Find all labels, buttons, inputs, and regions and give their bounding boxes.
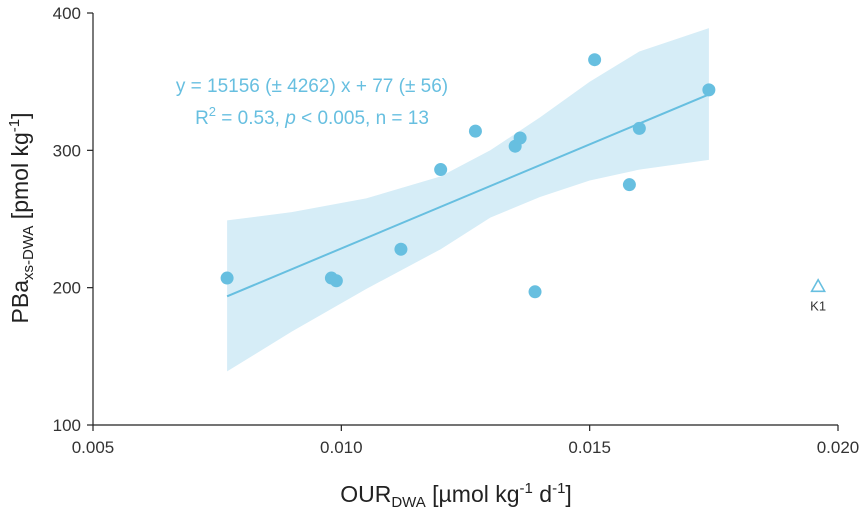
- r-squared-sup: 2: [209, 104, 216, 119]
- stats-part-a: = 0.53,: [216, 108, 285, 129]
- x-title-sup1: -1: [520, 480, 533, 497]
- regression-equation: y = 15156 (± 4262) x + 77 (± 56): [176, 76, 448, 97]
- regression-stats: R2 = 0.53, p < 0.005, n = 13: [195, 104, 429, 129]
- axes: 0.005 0.010 0.015 0.020 100 200 300 400: [53, 4, 860, 457]
- outlier-k1-marker: [810, 278, 827, 293]
- x-title-sup2: -1: [552, 480, 565, 497]
- r-squared-label: R: [195, 108, 209, 129]
- x-title-sub: DWA: [391, 494, 425, 511]
- data-point-6: [468, 124, 482, 138]
- outlier-k1-label: K1: [810, 298, 826, 313]
- y-title-end: ]: [7, 113, 33, 119]
- y-tick-label-4: 400: [53, 4, 81, 23]
- data-point-3: [329, 274, 343, 288]
- y-title-sup: -1: [6, 119, 23, 132]
- x-title-mid: d: [533, 481, 552, 507]
- fit-line-layer: [226, 93, 710, 298]
- stats-part-b: < 0.005, n = 13: [296, 108, 429, 129]
- y-axis-title: PBaxs-DWA [pmol kg-1]: [6, 113, 37, 324]
- regression-line: [226, 93, 710, 298]
- data-point-11: [622, 178, 636, 192]
- y-title-main: PBa: [7, 280, 33, 324]
- x-tick-label-1: 0.005: [72, 438, 115, 457]
- p-symbol: p: [284, 108, 296, 129]
- confidence-band-layer: [227, 28, 709, 372]
- data-point-4: [394, 242, 408, 256]
- x-title-end: ]: [565, 481, 571, 507]
- x-title-main: OUR: [340, 481, 391, 507]
- confidence-band: [227, 28, 709, 372]
- data-point-8: [513, 131, 527, 145]
- data-points-layer: K1: [220, 53, 827, 313]
- data-point-9: [528, 285, 542, 299]
- data-point-10: [588, 53, 602, 67]
- y-title-rest: [pmol kg: [7, 132, 33, 225]
- x-axis-title: OURDWA [µmol kg-1 d-1]: [340, 480, 572, 511]
- x-tick-label-4: 0.020: [817, 438, 860, 457]
- x-title-rest: [µmol kg: [426, 481, 520, 507]
- y-tick-label-2: 200: [53, 279, 81, 298]
- y-title-sub: xs-DWA: [20, 226, 37, 280]
- x-tick-label-3: 0.015: [568, 438, 611, 457]
- data-point-13: [702, 83, 716, 97]
- data-point-5: [434, 163, 448, 177]
- y-tick-label-1: 100: [53, 416, 81, 435]
- data-point-1: [220, 271, 234, 285]
- x-tick-label-2: 0.010: [320, 438, 363, 457]
- y-tick-label-3: 300: [53, 141, 81, 160]
- data-point-12: [632, 121, 646, 135]
